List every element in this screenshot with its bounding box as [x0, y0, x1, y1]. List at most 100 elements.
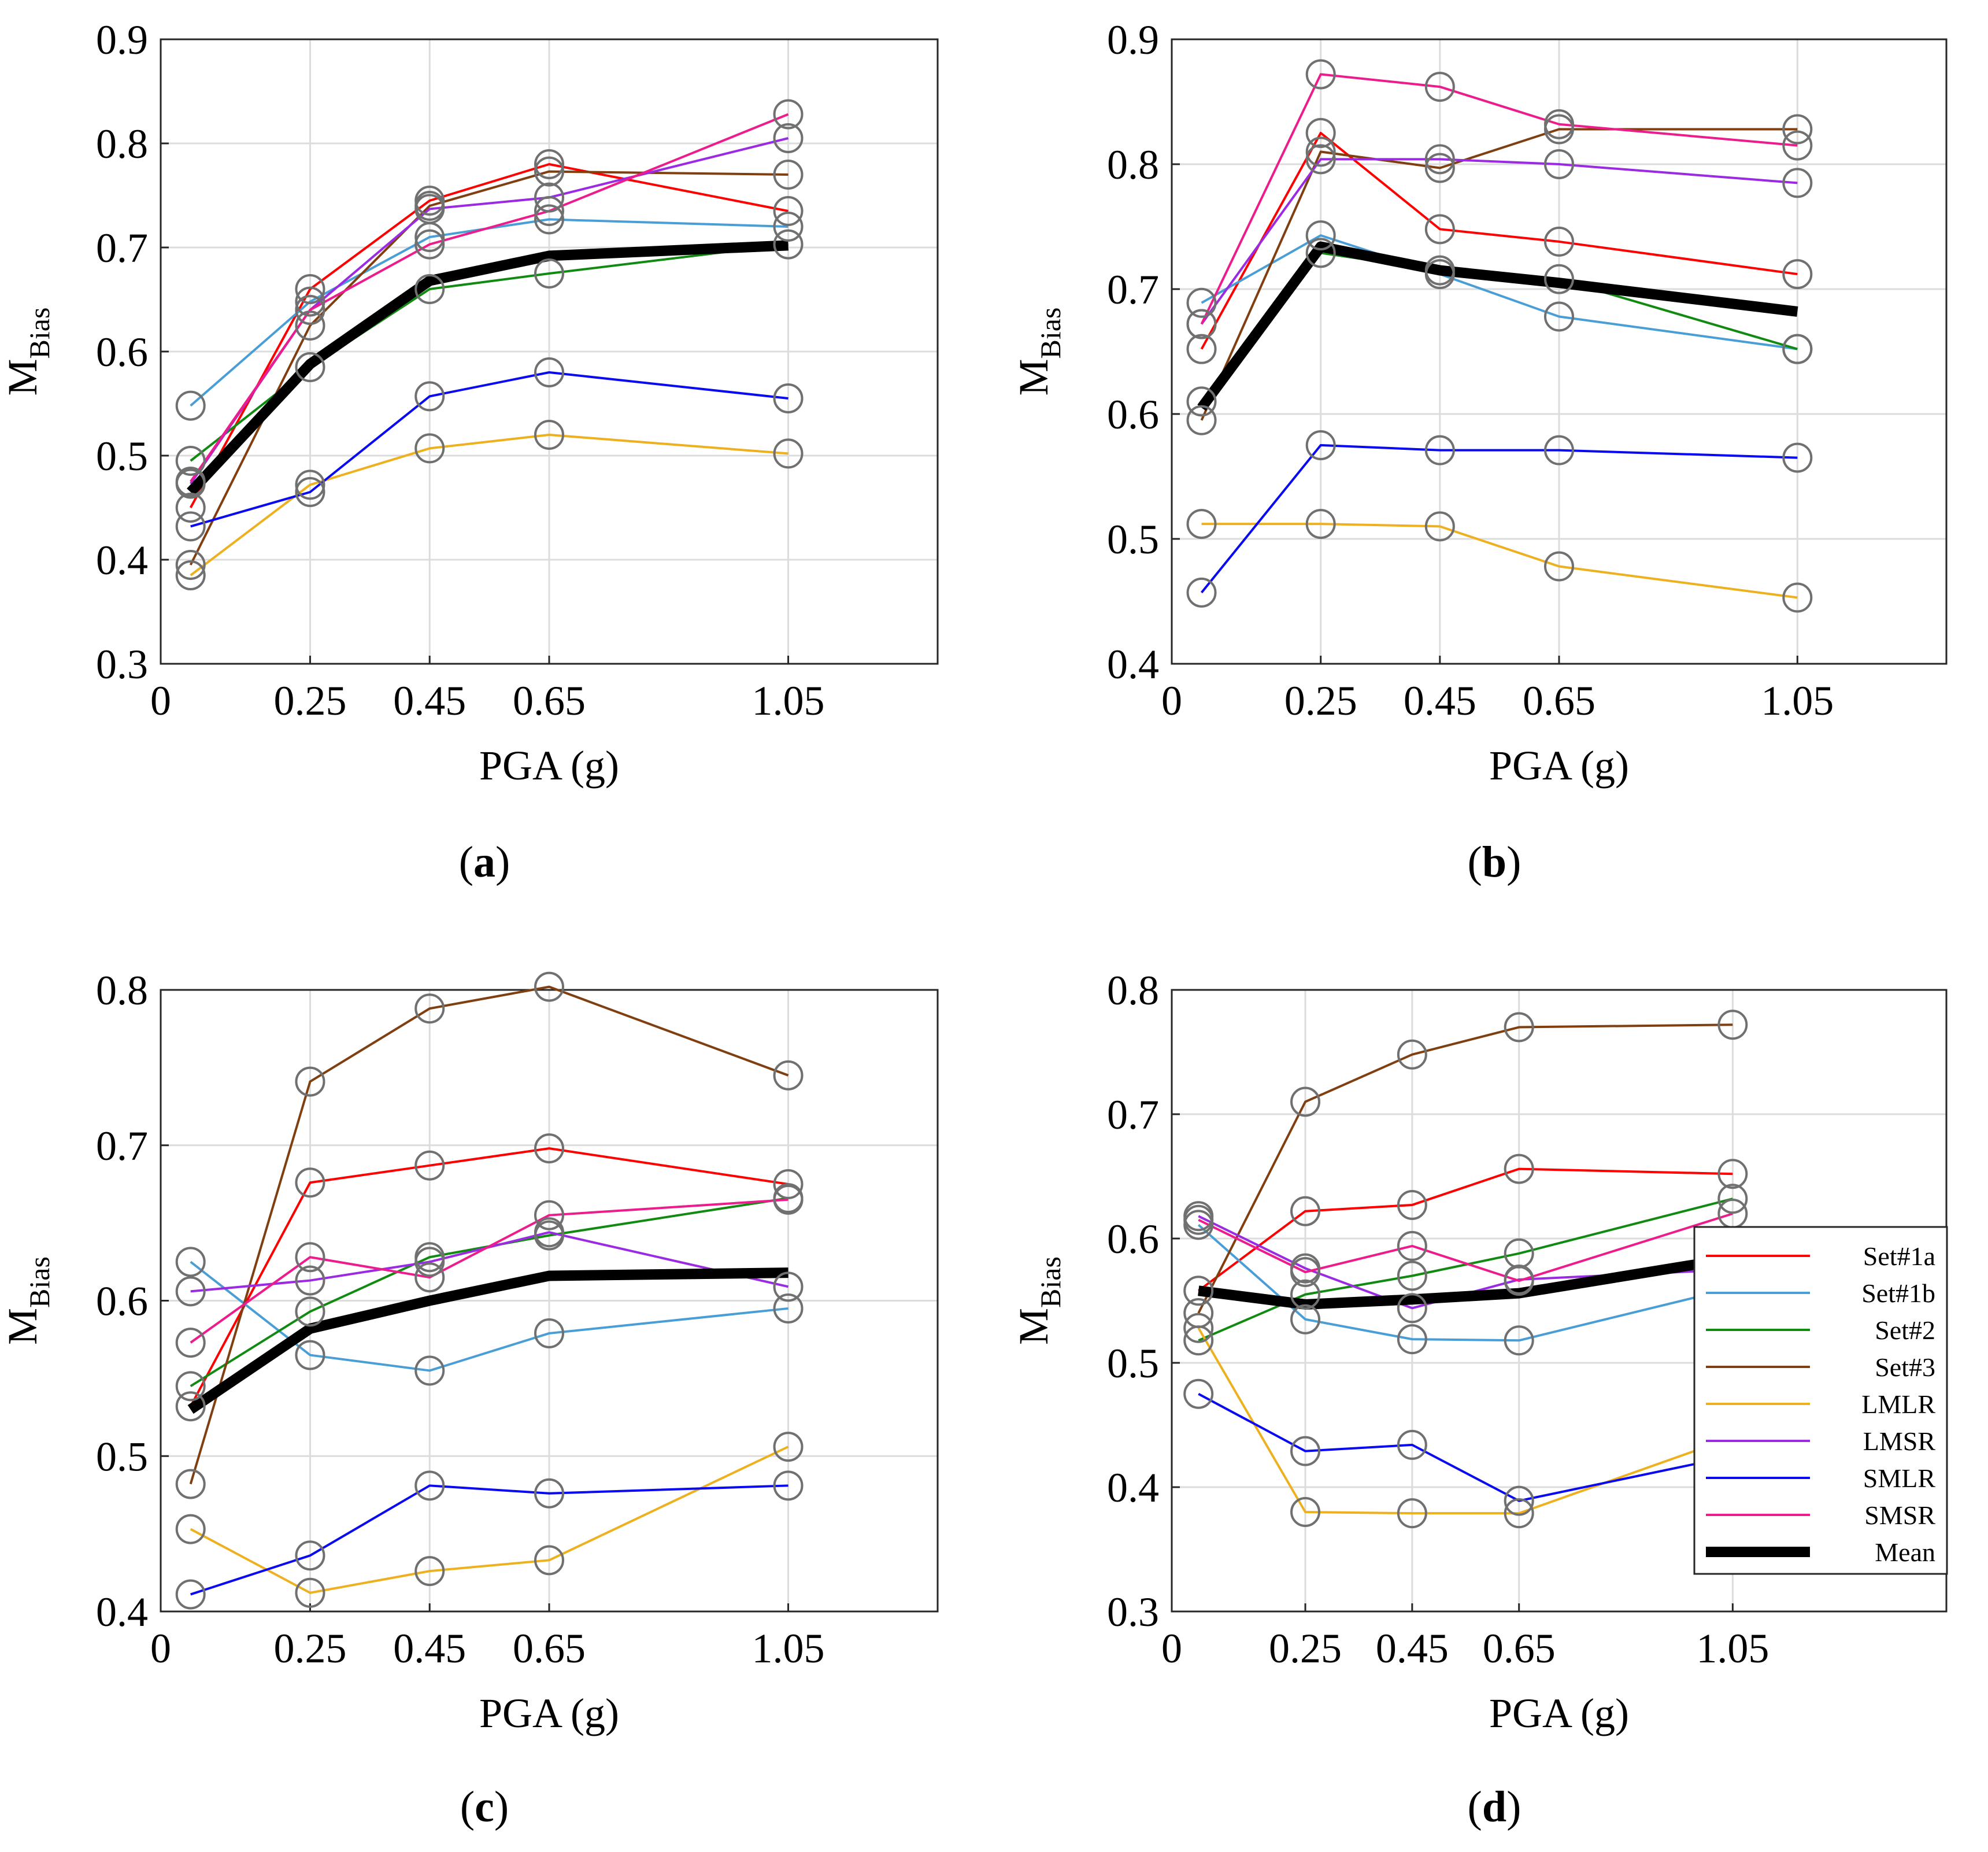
data-point-set3 — [175, 1469, 206, 1499]
y-tick-label: 0.4 — [96, 1589, 148, 1635]
data-point-lmlr — [773, 1432, 804, 1462]
data-point-set2 — [1544, 264, 1574, 294]
data-point-set1a — [1186, 334, 1217, 364]
legend-label-smsr: SMSR — [1864, 1500, 1935, 1530]
data-point-lmlr — [295, 470, 325, 500]
panel-c: 0 0.25 0.45 0.65 1.05 0.4 0.5 0.6 0.7 0.8 PGA (g) M… — [0, 967, 939, 1831]
data-point-set3 — [1424, 153, 1455, 183]
data-point-set1b — [1186, 287, 1217, 318]
y-tick-label: 0.7 — [96, 1123, 148, 1169]
series-line-set3 — [189, 170, 788, 565]
data-point-set3 — [1183, 1298, 1214, 1328]
y-tick-label: 0.7 — [1107, 1092, 1159, 1138]
data-point-set1b — [534, 1318, 564, 1348]
data-point-lmlr — [175, 560, 206, 590]
series-line-mean — [1197, 241, 1798, 411]
data-point-smlr — [414, 381, 445, 412]
data-point-lmsr — [1305, 144, 1336, 175]
panel-a-grid — [161, 39, 938, 664]
data-point-smlr — [773, 383, 804, 413]
series-line-set1b — [190, 218, 788, 407]
data-point-set2 — [1397, 1260, 1427, 1291]
y-tick-label: 0.6 — [96, 329, 148, 375]
x-tick-label: 0 — [1161, 678, 1182, 724]
data-point-lmlr — [1397, 1498, 1427, 1529]
series-line-mean — [187, 240, 788, 496]
data-point-smlr — [1424, 435, 1455, 465]
x-tick-label: 0.65 — [1483, 1625, 1556, 1672]
data-point-lmlr — [1183, 1313, 1214, 1343]
data-point-smsr — [1183, 1204, 1214, 1235]
data-point-lmlr — [1305, 509, 1336, 539]
data-point-smsr — [414, 1262, 445, 1293]
data-point-set3 — [773, 1060, 804, 1091]
data-point-smsr — [534, 1200, 564, 1230]
series-line-smsr — [1200, 73, 1798, 325]
data-point-set1b — [1397, 1324, 1427, 1355]
series-line-mean — [1198, 1253, 1734, 1310]
data-point-smlr — [1183, 1378, 1214, 1409]
series-line-smlr — [190, 371, 788, 528]
y-tick-label: 0.5 — [1107, 516, 1159, 563]
y-tick-label: 0.7 — [1107, 267, 1159, 313]
x-tick-label: 0.25 — [1269, 1625, 1342, 1672]
series-line-lmlr — [1201, 523, 1798, 599]
data-point-smlr — [534, 1478, 564, 1509]
data-point-set3 — [1397, 1039, 1427, 1070]
legend-label-lmsr: LMSR — [1863, 1426, 1936, 1456]
data-point-lmlr — [773, 438, 804, 469]
series-line-lmlr — [1197, 1327, 1734, 1515]
y-tick-label: 0.8 — [96, 121, 148, 167]
data-point-smsr — [1305, 59, 1336, 90]
data-point-set2 — [773, 229, 804, 260]
data-point-lmsr — [534, 182, 564, 213]
series-line-set3 — [1200, 128, 1798, 421]
series-line-set3 — [189, 985, 789, 1485]
series-line-lmlr — [190, 434, 788, 576]
data-point-smsr — [1782, 130, 1813, 161]
data-point-set3 — [295, 1066, 325, 1097]
data-point-set1a — [1544, 226, 1574, 257]
data-point-smlr — [1305, 430, 1336, 460]
data-point-set1a — [534, 1133, 564, 1164]
data-point-set1a — [1717, 1159, 1748, 1189]
y-axis-label: MBias — [0, 1256, 55, 1345]
legend-label-set1b: Set#1b — [1861, 1278, 1935, 1308]
data-point-lmsr — [1782, 168, 1813, 198]
data-point-set2 — [295, 1296, 325, 1327]
data-point-set3 — [1782, 114, 1813, 145]
series-line-smlr — [1198, 1392, 1733, 1502]
data-point-smsr — [295, 295, 325, 325]
series-line-smlr — [190, 1484, 788, 1596]
data-point-set1a — [1397, 1189, 1427, 1220]
data-point-set1b — [773, 212, 804, 242]
data-point-set1b — [175, 1247, 206, 1277]
panel-a-series — [187, 113, 789, 576]
series-line-set2 — [1198, 1197, 1733, 1342]
data-point-set1a — [175, 1391, 206, 1422]
data-point-set2 — [1305, 238, 1336, 268]
data-point-smsr — [773, 1184, 804, 1215]
data-point-set1a — [175, 493, 206, 523]
data-point-lmlr — [1186, 509, 1217, 539]
x-tick-label: 0.25 — [1284, 678, 1357, 724]
data-point-set1a — [1504, 1154, 1534, 1184]
x-axis-label: PGA (g) — [1489, 1690, 1629, 1736]
panel-d-markers — [1183, 1010, 1748, 1529]
series-line-lmsr — [1200, 158, 1798, 325]
data-point-set2 — [1186, 386, 1217, 417]
data-point-set1a — [1305, 118, 1336, 148]
data-point-smlr — [1397, 1429, 1427, 1460]
data-point-smsr — [773, 99, 804, 130]
x-tick-label: 1.05 — [1696, 1625, 1769, 1672]
data-point-set2 — [1782, 334, 1813, 364]
x-tick-label: 0 — [1161, 1625, 1182, 1672]
legend-label-lmlr: LMLR — [1861, 1389, 1935, 1419]
data-point-smsr — [414, 229, 445, 260]
data-point-set2 — [175, 1371, 206, 1402]
data-point-set1b — [1290, 1304, 1321, 1335]
series-line-set1b — [190, 1260, 788, 1372]
legend-label-set1a: Set#1a — [1863, 1241, 1935, 1271]
series-line-lmsr — [190, 137, 789, 485]
